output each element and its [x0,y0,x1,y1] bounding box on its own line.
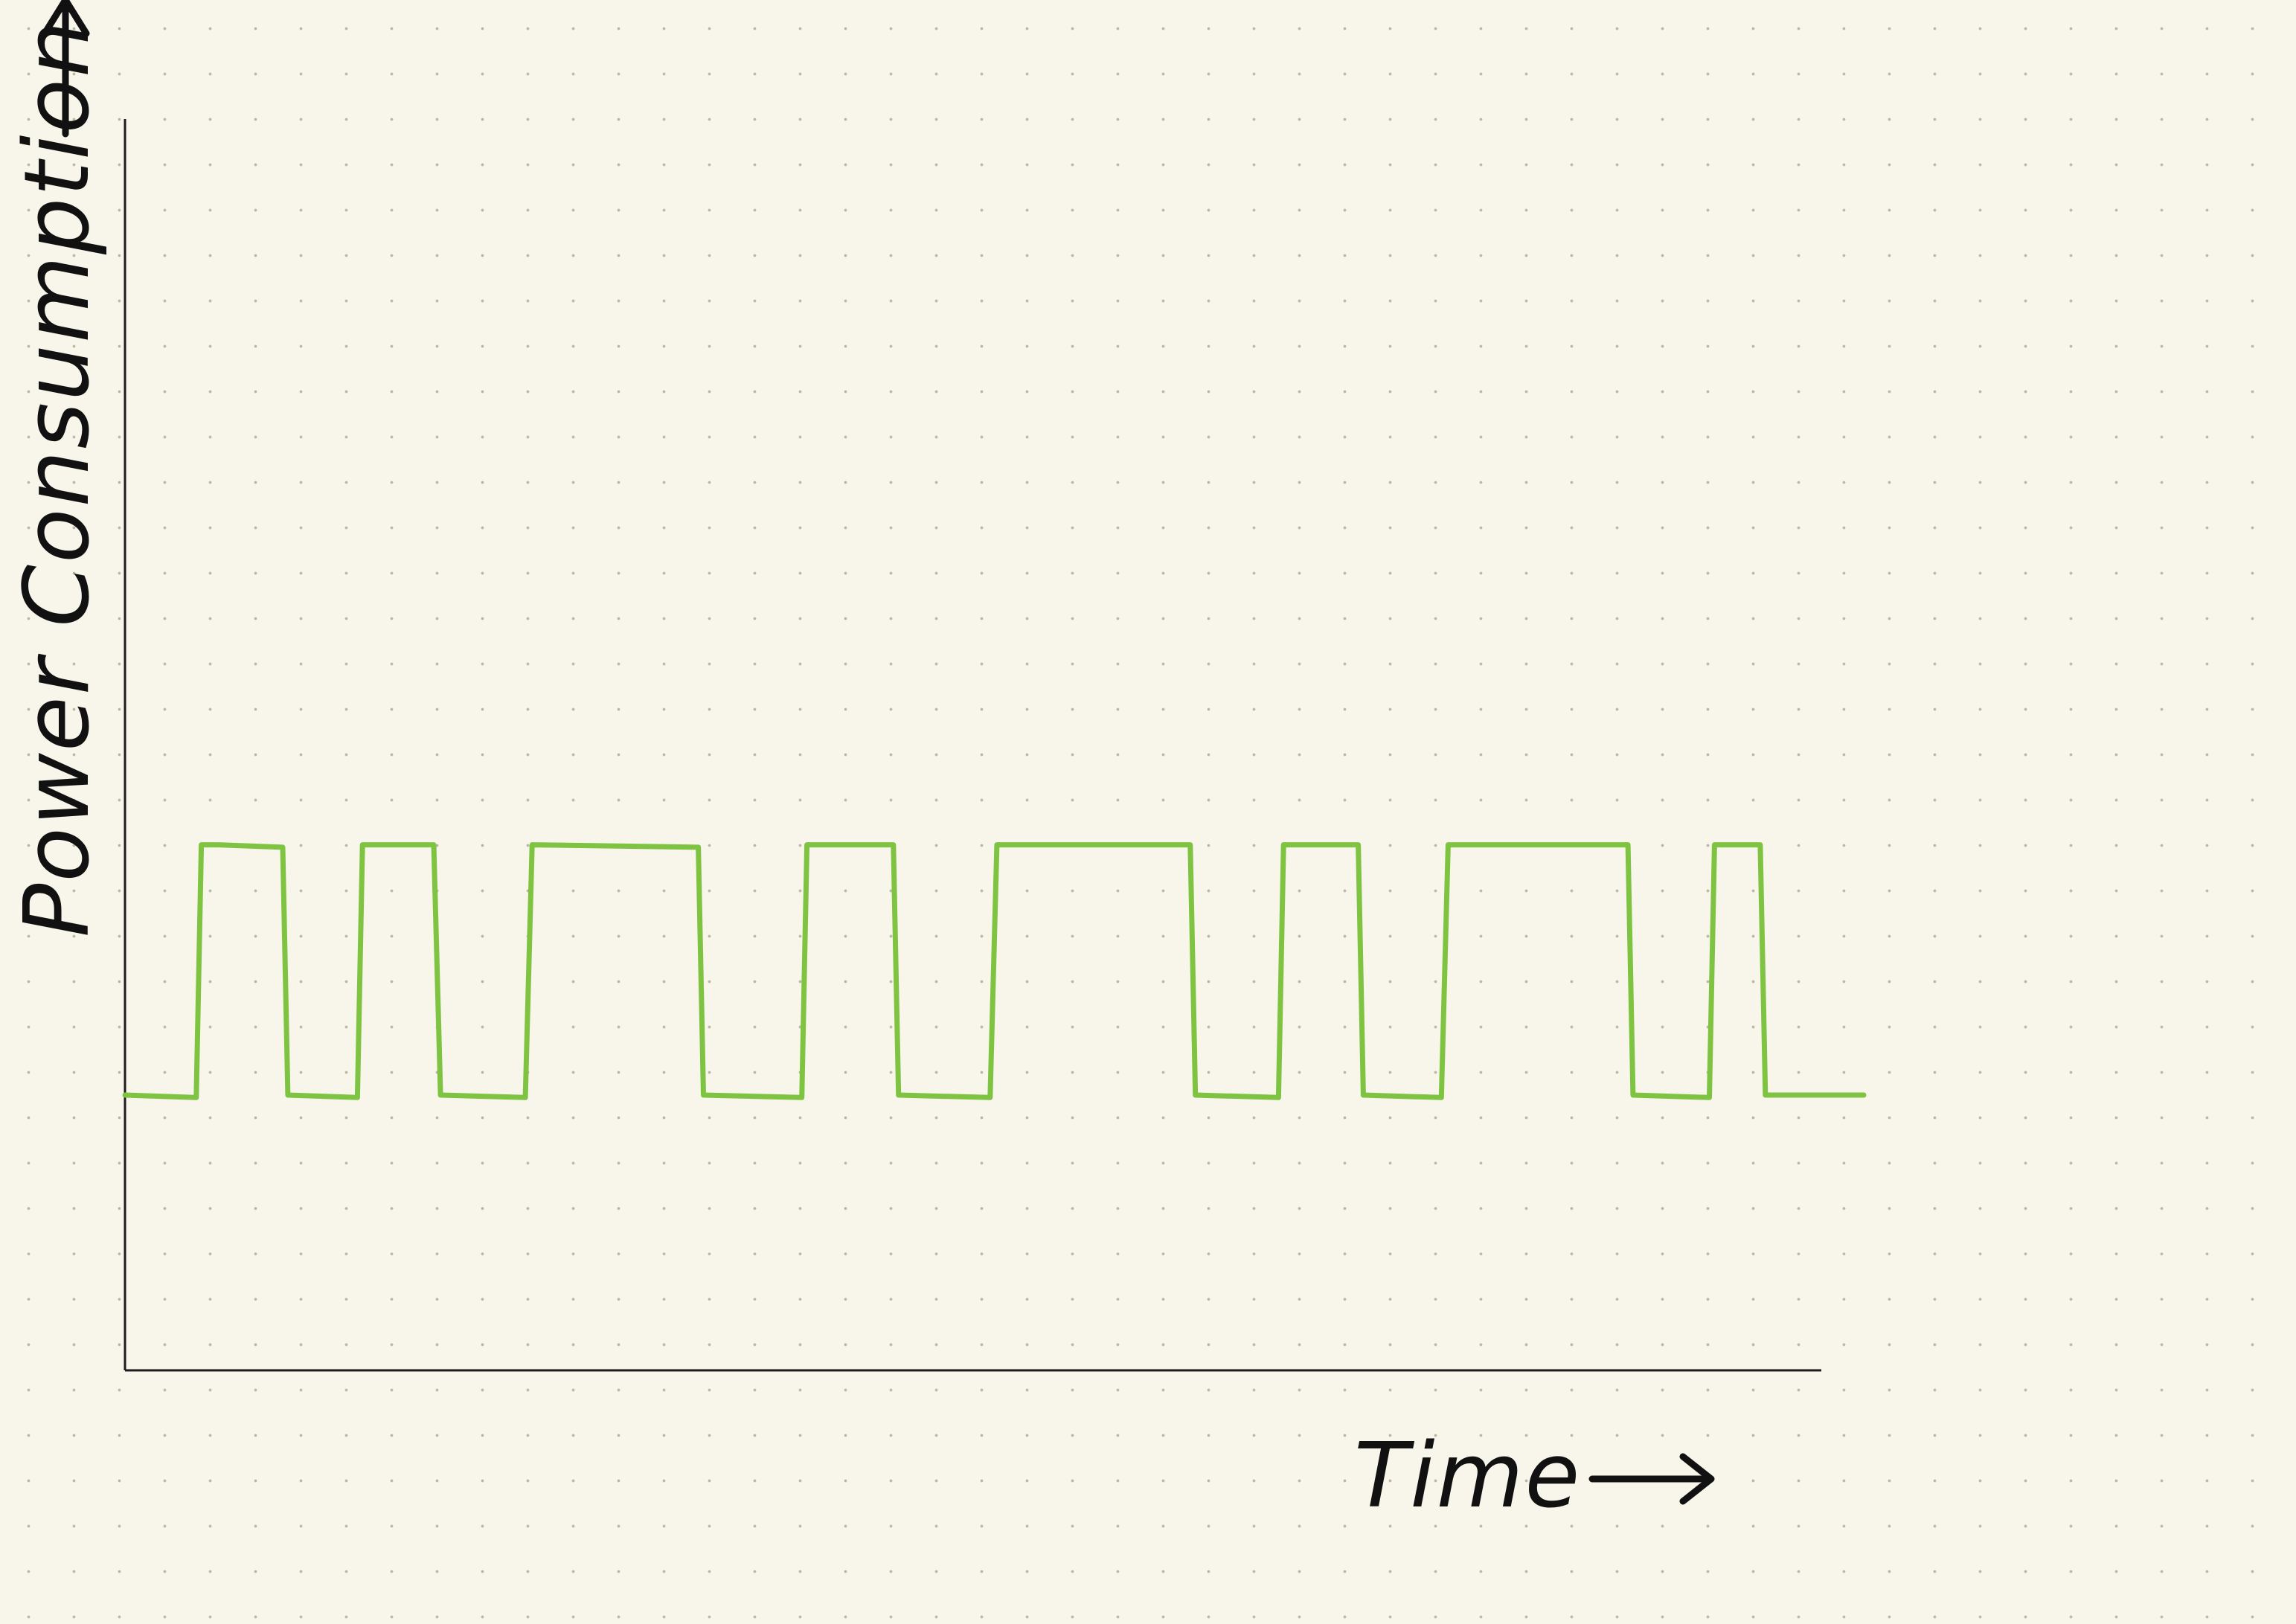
y-axis-label: Power Consumption [6,19,109,937]
x-axis-label: Time [1354,1425,1581,1528]
series-line-0 [122,842,1867,1100]
y-axis-arrow-icon [41,0,90,138]
axes [124,119,1821,1372]
x-axis-label-group: Time [1354,1425,1715,1528]
series-layer [122,842,1867,1100]
x-axis-arrow-icon [1588,1453,1715,1505]
y-axis-label-group: Power Consumption [6,0,109,937]
